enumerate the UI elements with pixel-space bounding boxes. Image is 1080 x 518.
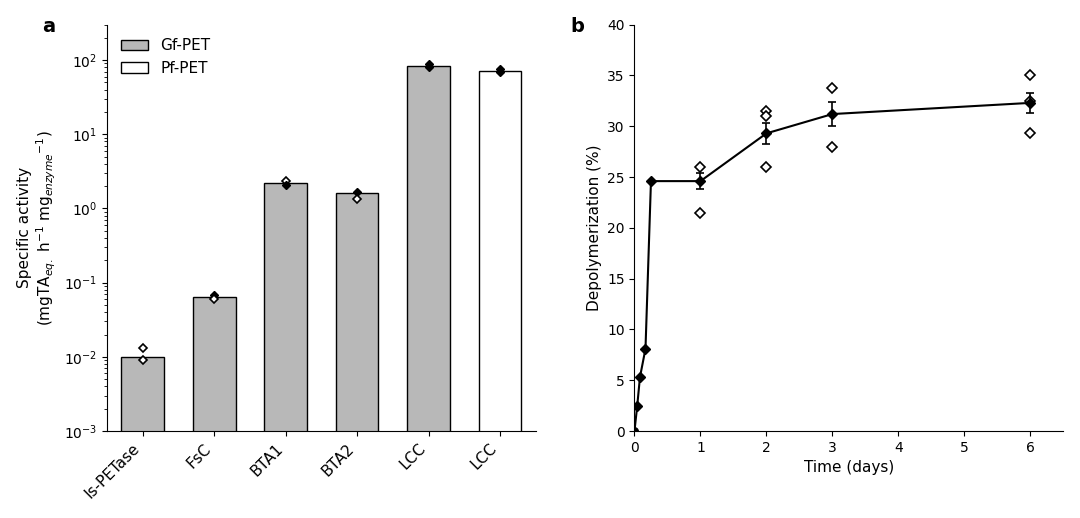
Legend: Gf-PET, Pf-PET: Gf-PET, Pf-PET	[114, 32, 217, 82]
Bar	[478, 70, 522, 518]
Bar	[407, 66, 450, 518]
Bar	[336, 193, 378, 518]
Text: b: b	[570, 17, 584, 36]
Text: a: a	[42, 17, 56, 36]
Bar	[265, 183, 307, 518]
Y-axis label: Specific activity
(mgTA$_{eq.}$ h$^{-1}$ mg$_{enzyme}$$^{-1}$): Specific activity (mgTA$_{eq.}$ h$^{-1}$…	[16, 130, 58, 326]
Bar	[192, 296, 235, 518]
Bar	[121, 357, 164, 518]
Y-axis label: Depolymerization (%): Depolymerization (%)	[586, 145, 602, 311]
X-axis label: Time (days): Time (days)	[804, 461, 894, 476]
